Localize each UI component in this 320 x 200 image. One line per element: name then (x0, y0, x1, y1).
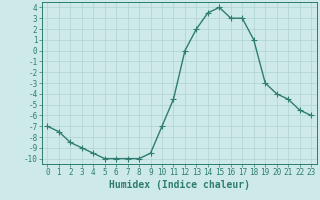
X-axis label: Humidex (Indice chaleur): Humidex (Indice chaleur) (109, 180, 250, 190)
